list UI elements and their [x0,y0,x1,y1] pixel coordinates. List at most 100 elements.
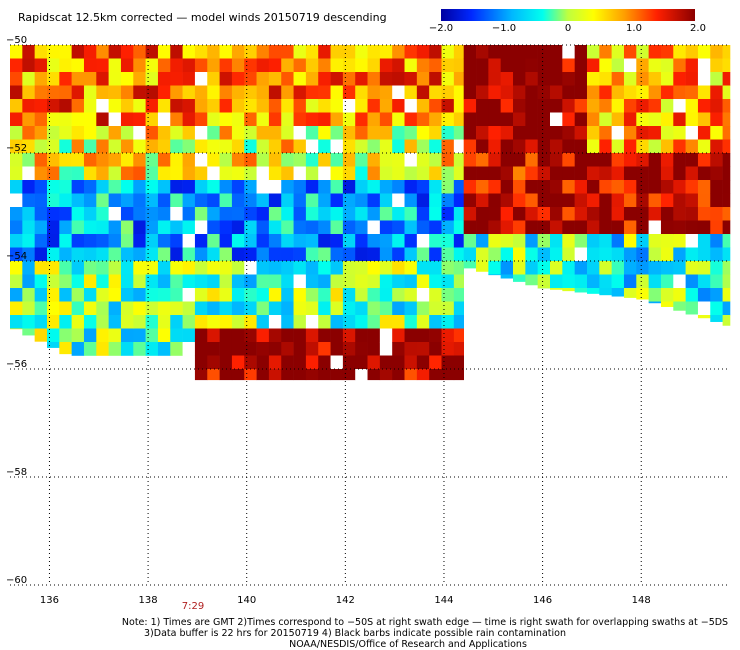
data-cell [722,234,731,248]
data-cell [488,45,501,59]
data-cell [648,45,662,59]
data-cell [133,234,146,248]
data-cell [194,315,208,329]
data-cell [550,288,563,290]
data-cell [281,72,294,86]
data-cell [318,328,331,343]
data-cell [34,207,48,221]
data-cell [429,153,442,167]
data-cell [318,153,331,167]
data-cell [355,72,368,86]
data-cell [10,85,23,100]
data-cell [133,153,146,167]
data-cell [281,153,294,167]
data-cell [330,112,344,127]
data-cell [330,58,344,73]
data-cell [293,207,307,221]
data-cell [441,180,455,194]
data-cell [525,261,538,275]
data-cell [710,139,723,154]
data-cell [46,85,60,100]
data-cell [611,247,625,262]
data-cell [108,58,122,73]
data-cell [207,274,220,289]
data-cell [416,234,430,248]
data-cell [453,58,464,73]
data-cell [379,234,393,248]
data-cell [660,153,674,167]
data-cell [562,220,575,235]
data-cell [441,153,455,167]
data-cell [83,247,97,262]
data-cell [207,112,220,127]
data-cell [599,166,612,181]
data-cell [355,180,368,194]
data-cell [463,58,477,73]
data-cell [599,261,612,275]
data-cell [256,261,270,275]
data-cell [207,207,220,221]
data-cell [685,45,699,59]
data-cell [476,261,489,272]
data-cell [120,180,134,194]
data-cell [281,139,294,154]
note-line: NOAA/NESDIS/Office of Research and Appli… [289,639,527,650]
data-cell [673,126,686,140]
data-cell [416,261,430,275]
data-cell [636,45,649,59]
data-cell [305,207,319,221]
data-cell [268,247,282,262]
data-cell [574,193,588,208]
data-cell [207,288,220,302]
data-cell [416,72,430,86]
data-cell [660,288,674,302]
data-cell [404,315,418,329]
data-cell [342,301,356,316]
data-cell [256,153,270,167]
data-cell [392,85,405,100]
data-cell [379,207,393,221]
data-cell [268,180,282,194]
data-cell [550,153,563,167]
data-cell [34,220,48,235]
data-cell [513,85,526,100]
data-cell [59,288,72,302]
data-cell [231,126,245,140]
data-cell [379,342,393,356]
data-cell [416,369,430,381]
data-cell [562,166,575,181]
data-cell [710,288,723,302]
data-cell [416,58,430,73]
data-cell [157,207,171,221]
data-cell [574,139,588,154]
data-cell [305,153,319,167]
data-cell [22,58,35,73]
data-cell [429,139,442,154]
data-cell [453,369,464,381]
data-cell [623,126,637,140]
data-cell [145,274,159,289]
data-cell [46,207,60,221]
data-cell [525,166,538,181]
data-cell [120,99,134,113]
data-cell [207,261,220,275]
data-cell [513,180,526,194]
data-cell [342,220,356,235]
data-cell [83,139,97,154]
data-cell [83,166,97,181]
data-cell [83,85,97,100]
data-cell [108,180,122,194]
data-cell [379,139,393,154]
data-cell [599,193,612,208]
data-cell [194,261,208,275]
data-cell [623,274,637,289]
data-cell [268,85,282,100]
data-cell [170,261,183,275]
data-cell [281,126,294,140]
data-cell [685,220,699,235]
data-cell [623,72,637,86]
data-cell [170,112,183,127]
data-cell [685,126,699,140]
data-cell [71,58,85,73]
data-cell [244,369,257,381]
